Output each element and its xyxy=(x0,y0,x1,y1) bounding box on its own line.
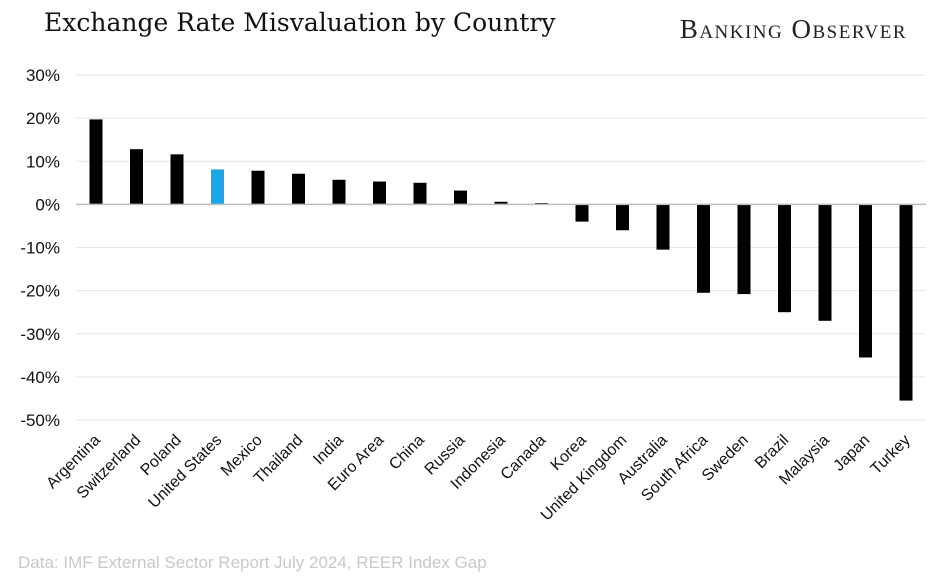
y-tick-label: -30% xyxy=(20,325,60,344)
bar-united-kingdom xyxy=(616,204,629,231)
source-note: Data: IMF External Sector Report July 20… xyxy=(18,553,487,572)
y-tick-label: 10% xyxy=(26,152,60,171)
bar-argentina xyxy=(89,119,103,205)
y-tick-label: 0% xyxy=(35,195,60,214)
x-tick-label: Canada xyxy=(498,432,550,484)
brand-logo: Banking Observer xyxy=(679,14,907,44)
y-tick-label: -20% xyxy=(20,282,60,301)
gridlines xyxy=(76,74,926,421)
y-tick-label: -10% xyxy=(20,239,60,258)
bar-brazil xyxy=(778,204,791,313)
bar-indonesia xyxy=(494,201,508,205)
bar-malaysia xyxy=(818,204,832,321)
bar-thailand xyxy=(292,173,305,205)
bar-sweden xyxy=(737,204,751,295)
bar-switzerland xyxy=(130,149,143,205)
x-tick-label: India xyxy=(310,432,347,469)
bar-mexico xyxy=(251,170,265,205)
bar-india xyxy=(332,179,346,205)
bar-korea xyxy=(575,204,589,222)
bar-china xyxy=(413,182,427,205)
bar-united-states xyxy=(211,169,224,205)
x-tick-label: Japan xyxy=(830,432,873,475)
bar-australia xyxy=(656,204,670,250)
bar-euro-area xyxy=(373,181,386,205)
y-tick-label: 20% xyxy=(26,109,60,128)
y-tick-label: 30% xyxy=(26,66,60,85)
bar-poland xyxy=(170,154,184,205)
bars xyxy=(89,119,913,401)
y-tick-label: -50% xyxy=(20,411,60,430)
y-axis-ticks: 30% 20% 10% 0% -10% -20% -30% -40% -50% xyxy=(20,66,60,430)
bar-turkey xyxy=(899,204,913,401)
y-tick-label: -40% xyxy=(20,368,60,387)
chart-title: Exchange Rate Misvaluation by Country xyxy=(44,8,556,37)
x-tick-label: United States xyxy=(145,432,225,512)
bar-chart: 30% 20% 10% 0% -10% -20% -30% -40% -50% Argentin… xyxy=(20,66,926,525)
bar-russia xyxy=(454,190,467,205)
bar-south-africa xyxy=(697,204,710,293)
x-tick-label: Turkey xyxy=(868,432,914,478)
bar-japan xyxy=(859,204,872,358)
